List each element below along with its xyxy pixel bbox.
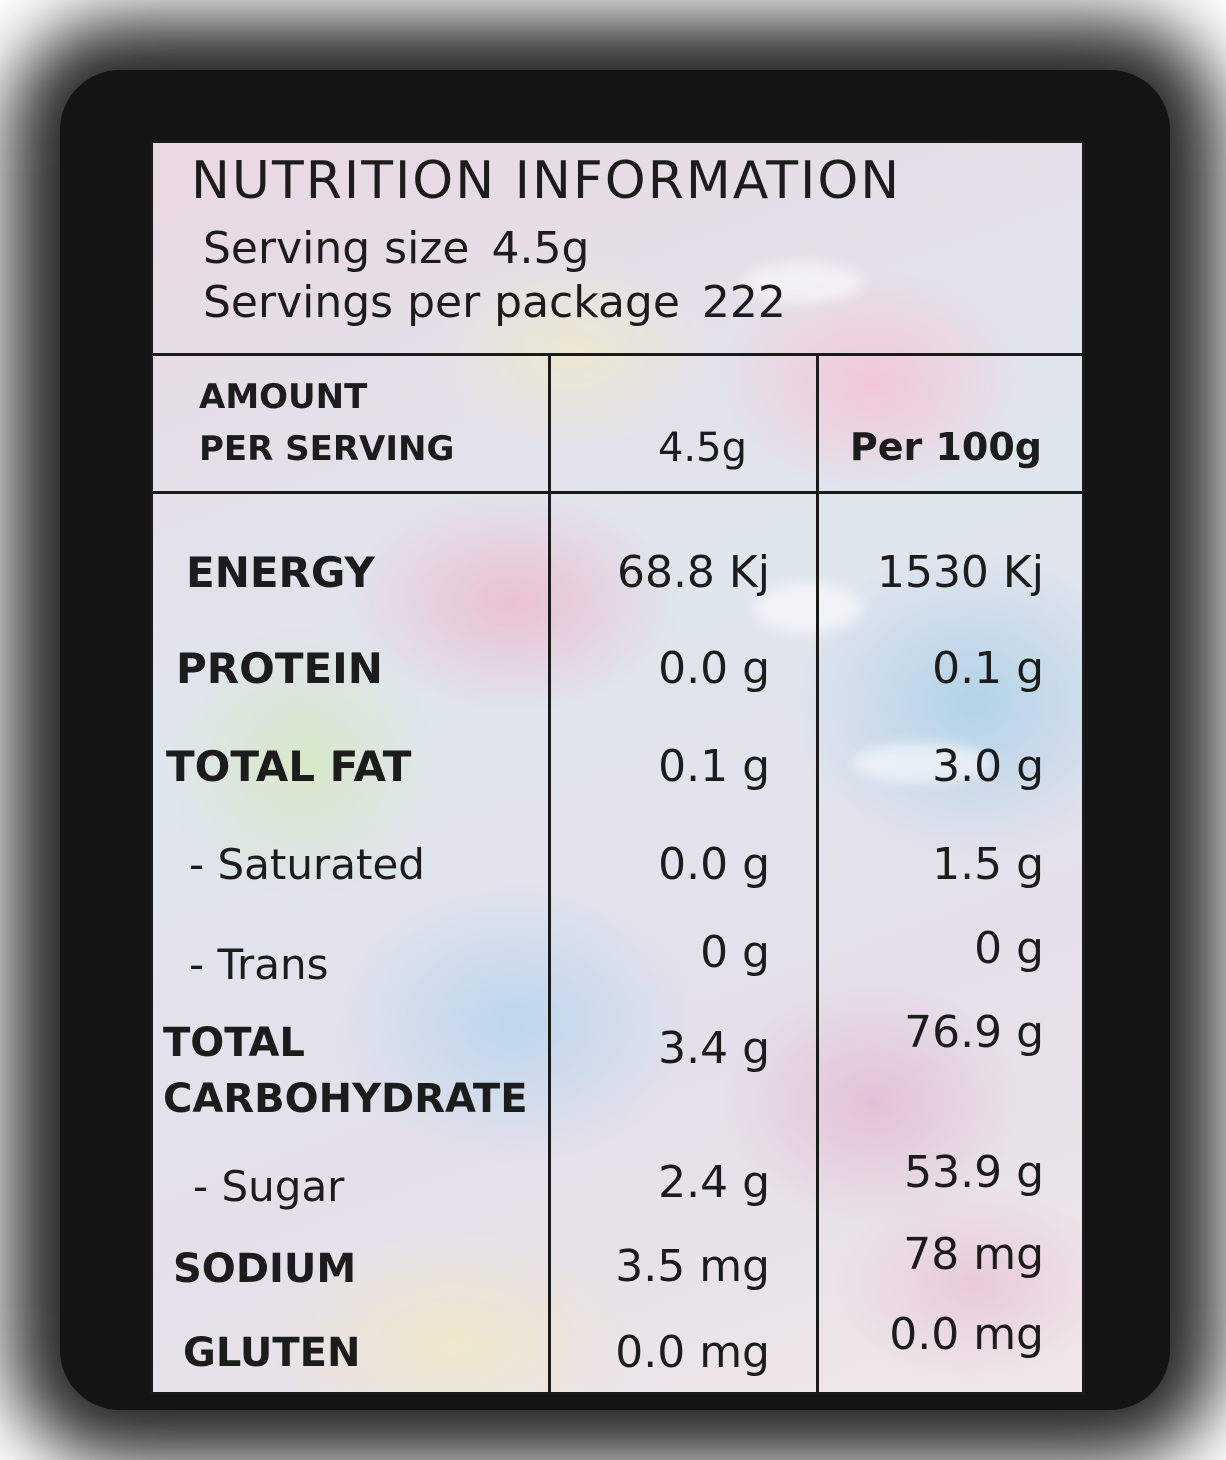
sugar-per-serving: 2.4 g [658, 1157, 770, 1208]
nutrient-name-sugar: - Sugar [193, 1162, 345, 1211]
energy-per-serving: 68.8 Kj [616, 547, 770, 598]
nutrient-name-energy: ENERGY [186, 548, 375, 597]
carbohydrate-per-100g: 76.9 g [904, 1007, 1044, 1058]
amount-header-line2: PER SERVING [199, 429, 455, 469]
nutrient-name-saturated: - Saturated [189, 840, 425, 889]
amount-header-line1: AMOUNT [199, 377, 368, 417]
sodium-per-100g: 78 mg [903, 1229, 1044, 1280]
servings-per-package-line: Servings per package 222 [203, 277, 786, 328]
per-100g-header: Per 100g [849, 425, 1042, 469]
serving-size-value: 4.5g [491, 223, 590, 274]
serving-size-line: Serving size 4.5g [203, 223, 589, 274]
gluten-per-100g: 0.0 mg [889, 1309, 1044, 1360]
protein-per-serving: 0.0 g [658, 643, 770, 694]
column-divider [548, 353, 551, 1392]
nutrient-name-sodium: SODIUM [173, 1246, 357, 1292]
saturated-per-100g: 1.5 g [932, 839, 1044, 890]
sugar-per-100g: 53.9 g [904, 1147, 1044, 1198]
nutrient-name-trans: - Trans [189, 940, 329, 989]
nutrient-name-total-carbohydrate: TOTAL CARBOHYDRATE [163, 1013, 528, 1129]
gloss-highlight [753, 583, 863, 633]
nutrient-name-gluten: GLUTEN [183, 1330, 361, 1376]
nutrition-label: NUTRITION INFORMATION Serving size 4.5g S… [150, 140, 1085, 1395]
serving-size-label: Serving size [203, 223, 470, 274]
energy-per-100g: 1530 Kj [876, 547, 1044, 598]
protein-per-100g: 0.1 g [932, 643, 1044, 694]
servings-per-package-value: 222 [701, 277, 786, 328]
gluten-per-serving: 0.0 mg [615, 1327, 770, 1378]
amount-per-serving-header: AMOUNT PER SERVING [199, 371, 454, 475]
nutrient-name-total-fat: TOTAL FAT [166, 742, 412, 791]
trans-per-serving: 0 g [700, 927, 770, 978]
column-divider [816, 353, 819, 1392]
gloss-highlight [853, 743, 993, 783]
column-header-divider [153, 491, 1082, 494]
total-carbohydrate-line2: CARBOHYDRATE [163, 1076, 528, 1122]
nutrient-name-protein: PROTEIN [176, 644, 383, 693]
per-serving-header: 4.5g [657, 425, 747, 471]
total-fat-per-serving: 0.1 g [658, 741, 770, 792]
sodium-per-serving: 3.5 mg [615, 1241, 770, 1292]
saturated-per-serving: 0.0 g [658, 839, 770, 890]
label-title: NUTRITION INFORMATION [191, 151, 902, 211]
carbohydrate-per-serving: 3.4 g [658, 1023, 770, 1074]
label-header: NUTRITION INFORMATION Serving size 4.5g S… [153, 143, 1082, 356]
trans-per-100g: 0 g [974, 923, 1044, 974]
gloss-highlight [743, 263, 863, 303]
total-fat-per-100g: 3.0 g [932, 741, 1044, 792]
total-carbohydrate-line1: TOTAL [163, 1020, 305, 1066]
servings-per-package-label: Servings per package [203, 277, 680, 328]
